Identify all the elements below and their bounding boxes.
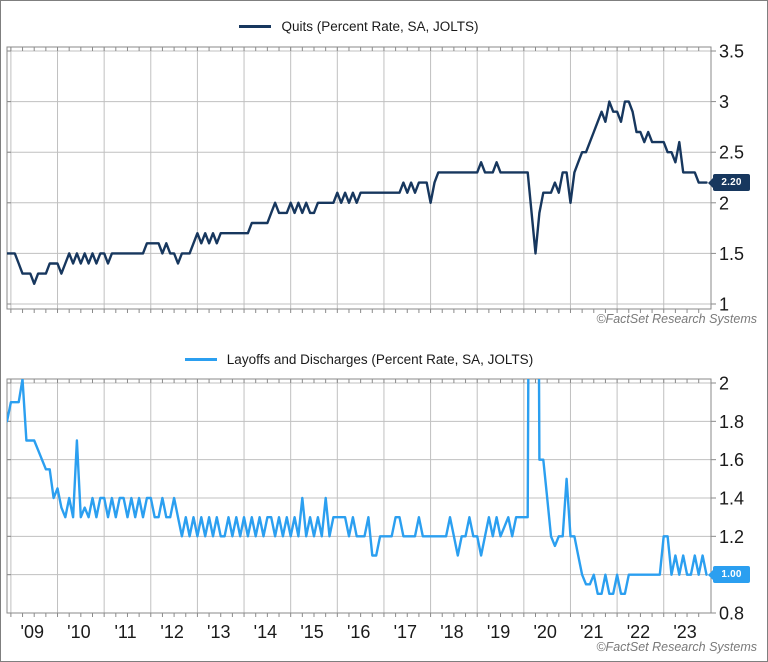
axis-tick-label: 1.2 (719, 527, 744, 547)
axis-tick-label: '11 (114, 622, 136, 642)
axis-tick-label: 2 (719, 374, 729, 394)
axis-tick-label: '09 (21, 622, 44, 642)
layoffs-line (7, 379, 708, 595)
axis-tick-label: '18 (440, 622, 463, 642)
axis-tick-label: '13 (207, 622, 230, 642)
axis-tick-label: 0.8 (719, 604, 744, 624)
layoffs-badge-arrow-icon (708, 569, 713, 580)
layoffs-legend-label: Layoffs and Discharges (Percent Rate, SA… (226, 351, 534, 367)
axis-tick-label: '16 (347, 622, 370, 642)
axis-tick-label: 1.6 (719, 450, 744, 470)
axis-tick-label: '22 (627, 622, 650, 642)
axis-tick-label: '20 (533, 622, 556, 642)
axis-tick-label: '21 (580, 622, 603, 642)
axis-tick-label: 3.5 (719, 42, 744, 62)
copyright-bottom: ©FactSet Research Systems (596, 640, 757, 654)
quits-legend-label: Quits (Percent Rate, SA, JOLTS) (281, 18, 479, 34)
axis-tick-label: '10 (67, 622, 90, 642)
axis-tick-label: '15 (300, 622, 323, 642)
axis-tick-label: 1.8 (719, 412, 744, 432)
axis-tick-label: 3 (719, 92, 729, 112)
quits-last-value-badge: 2.20 (708, 174, 750, 191)
layoffs-line-swatch (184, 357, 217, 361)
quits-line-swatch (239, 24, 272, 28)
axis-tick-label: '17 (394, 622, 417, 642)
axis-tick-label: 2 (719, 193, 729, 213)
quits-badge-arrow-icon (708, 177, 713, 188)
legend-layoffs: Layoffs and Discharges (Percent Rate, SA… (7, 350, 711, 368)
legend-quits: Quits (Percent Rate, SA, JOLTS) (7, 17, 711, 35)
axis-tick-label: '23 (673, 622, 696, 642)
axis-tick-label: 1 (719, 295, 729, 315)
axis-tick-label: 2.5 (719, 143, 744, 163)
axis-tick-label: '12 (160, 622, 183, 642)
layoffs-last-value: 1.00 (721, 569, 742, 580)
copyright-top: ©FactSet Research Systems (596, 312, 757, 326)
axis-tick-label: '19 (487, 622, 510, 642)
axis-tick-label: 1.4 (719, 489, 744, 509)
axis-tick-label: '14 (254, 622, 277, 642)
quits-line (7, 100, 708, 285)
axis-tick-label: 1.5 (719, 244, 744, 264)
layoffs-last-value-badge: 1.00 (708, 566, 750, 583)
quits-last-value: 2.20 (721, 177, 742, 188)
